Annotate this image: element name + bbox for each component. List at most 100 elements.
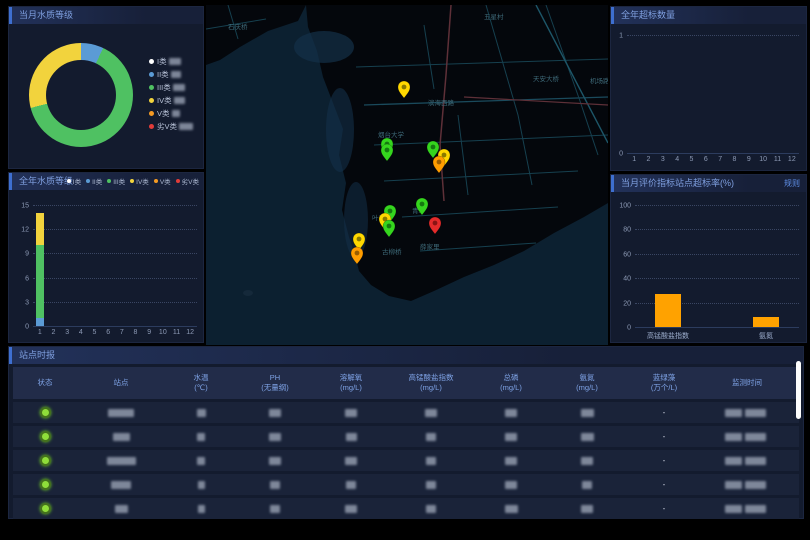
column-name: PH: [269, 373, 281, 382]
status-ok-icon: [39, 455, 51, 466]
masked-timestamp: [745, 456, 766, 465]
legend-item[interactable]: III类: [107, 176, 125, 186]
station-pin-III[interactable]: [415, 197, 429, 216]
legend-item[interactable]: I类: [66, 176, 81, 186]
status-cell: [13, 407, 77, 418]
pin-center-dot: [436, 159, 442, 165]
x-axis-tick: 8: [732, 156, 737, 163]
masked-value: [345, 408, 357, 417]
pin-center-dot: [382, 216, 388, 222]
column-header: 总磷 (mg/L): [473, 373, 549, 393]
masked-value: [426, 480, 436, 489]
status-ok-icon: [39, 479, 51, 490]
map-label: 天安大桥: [533, 74, 560, 83]
map-label: 叶春: [372, 213, 386, 222]
map-road: [401, 206, 559, 218]
panel-year-exceed: 全年超标数量 0 1 1 2 3 4 5 6 7 8 9 10 11 12: [610, 6, 807, 171]
column-unit: (mg/L): [420, 383, 442, 392]
stacked-bar-segment[interactable]: [35, 213, 44, 246]
legend-dot-icon: [86, 179, 91, 183]
panel-year-grade-title: 全年水质等级: [19, 176, 74, 186]
gridline: 0: [627, 325, 799, 332]
value-cell: [77, 432, 165, 441]
station-pin-bad[interactable]: [428, 216, 442, 235]
legend-item[interactable]: II类: [86, 176, 102, 186]
x-axis-tick: 7: [718, 156, 723, 163]
rate-bar[interactable]: [753, 317, 779, 327]
table-row[interactable]: -: [13, 474, 799, 495]
station-pin-V[interactable]: [350, 246, 364, 265]
legend-dot-icon: [175, 179, 180, 183]
column-name: 氨氮: [579, 373, 595, 382]
station-pin-IV[interactable]: [352, 232, 366, 251]
status-cell: [13, 455, 77, 466]
y-axis-tick: 6: [25, 275, 29, 283]
map-land-main: [306, 5, 608, 301]
x-axis-tick: 1: [37, 329, 42, 336]
algae-empty-value: -: [662, 432, 666, 441]
legend-item[interactable]: 劣V类: [175, 176, 199, 186]
legend-item[interactable]: II类: [148, 68, 193, 81]
y-axis-tick: 100: [619, 202, 631, 210]
map-shallows: [326, 88, 354, 172]
y-axis-tick: 15: [21, 202, 29, 210]
masked-value: [505, 432, 517, 441]
gridline: 1: [619, 33, 799, 40]
map-road: [535, 5, 608, 144]
rule-link[interactable]: 规则: [784, 179, 800, 188]
table-row[interactable]: -: [13, 426, 799, 447]
y-axis-tick: 9: [25, 250, 29, 258]
station-pin-V[interactable]: [432, 155, 446, 174]
legend-item[interactable]: V类: [148, 107, 193, 120]
column-name: 高锰酸盐指数: [408, 373, 454, 382]
station-pin-IV[interactable]: [397, 80, 411, 99]
masked-timestamp: [725, 480, 742, 489]
value-cell: [313, 456, 389, 465]
legend-item[interactable]: III类: [148, 81, 193, 94]
table-scrollbar[interactable]: [796, 361, 801, 419]
value-cell: [473, 504, 549, 513]
table-row[interactable]: -: [13, 402, 799, 423]
map-label: 薛家里: [420, 242, 440, 251]
map-road: [457, 114, 469, 196]
column-unit: (万个/L): [650, 383, 678, 392]
pin-center-dot: [401, 84, 407, 90]
masked-value: [270, 480, 280, 489]
stacked-bar-segment[interactable]: [35, 245, 44, 318]
status-ok-icon: [39, 431, 51, 442]
masked-value: [345, 504, 357, 513]
rate-bar[interactable]: [655, 294, 681, 327]
table-row[interactable]: -: [13, 450, 799, 471]
table-row[interactable]: -: [13, 498, 799, 519]
legend-label: IV类: [156, 96, 172, 105]
masked-value: [111, 480, 131, 489]
legend-item[interactable]: I类: [148, 55, 193, 68]
time-cell: [703, 456, 791, 465]
map-shallows: [294, 31, 354, 63]
masked-timestamp: [745, 504, 766, 513]
stacked-bar-segment[interactable]: [35, 317, 44, 326]
station-pin-III[interactable]: [382, 219, 396, 238]
legend-item[interactable]: V类: [153, 176, 171, 186]
x-axis-tick: 11: [172, 329, 181, 336]
legend-label: III类: [156, 83, 171, 92]
map-road: [206, 18, 267, 30]
legend-item[interactable]: IV类: [130, 176, 149, 186]
value-cell: [389, 480, 473, 489]
legend-item[interactable]: IV类: [148, 94, 193, 107]
x-axis-tick: 9: [746, 156, 751, 163]
station-map[interactable]: 石庆桥 五星村 滨海西路 天安大桥 机场路 烟台大学 青坪 叶春 薛家里 古柳桥: [206, 5, 608, 345]
legend-value-masked: [172, 84, 185, 91]
map-land-northwest: [206, 5, 306, 65]
algae-cell: -: [625, 504, 703, 513]
station-pin-III[interactable]: [380, 143, 394, 162]
pin-center-dot: [386, 223, 392, 229]
station-pin-III[interactable]: [426, 140, 440, 159]
value-cell: [165, 408, 237, 417]
column-header: 高锰酸盐指数 (mg/L): [389, 373, 473, 393]
masked-value: [345, 432, 357, 441]
map-label: 石庆桥: [228, 22, 248, 31]
legend-item[interactable]: 劣V类: [148, 120, 193, 133]
masked-value: [582, 480, 592, 489]
status-cell: [13, 431, 77, 442]
